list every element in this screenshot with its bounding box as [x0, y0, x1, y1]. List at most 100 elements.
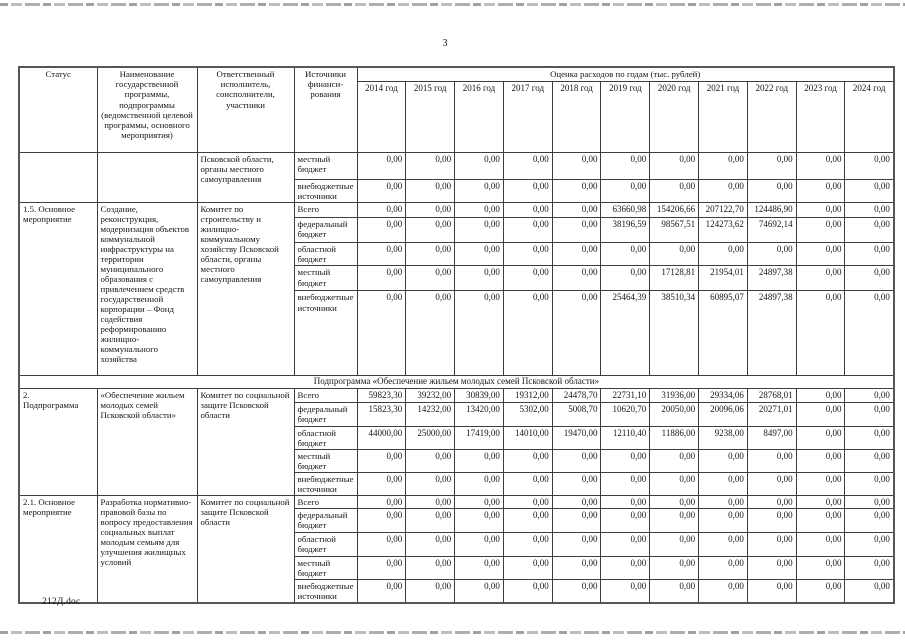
funding-source-cell: местный бюджет: [293, 555, 358, 580]
value-cell: 0,00: [649, 508, 700, 534]
value-cell: 0,00: [502, 508, 553, 534]
status-cell: 1.5. Основное мероприятие: [18, 202, 98, 377]
col-header-year: 2024 год: [844, 81, 895, 153]
value-cell: 0,00: [551, 265, 602, 292]
status-cell: [18, 151, 98, 204]
value-cell: 0,00: [502, 265, 553, 292]
value-cell: 0,00: [356, 508, 407, 534]
value-cell: 0,00: [600, 178, 651, 204]
value-cell: 0,00: [356, 495, 407, 510]
value-cell: 0,00: [356, 290, 407, 377]
value-cell: 0,00: [649, 555, 700, 580]
program-name-cell: Разработка нормативно-правовой базы по в…: [96, 495, 198, 604]
status-cell: 2.1. Основное мероприятие: [18, 495, 98, 604]
table-row: внебюджетные источники 0,00 0,00 0,00 0,00 0,…: [19, 471, 895, 497]
value-cell: 0,00: [698, 508, 748, 534]
funding-source-cell: внебюджетные источники: [293, 290, 358, 377]
value-cell: 0,00: [795, 202, 846, 219]
value-cell: 0,00: [649, 495, 700, 510]
value-cell: 28768,01: [746, 388, 797, 403]
table-row: внебюджетные источники 0,00 0,00 0,00 0,00 0,…: [19, 290, 895, 377]
value-cell: 0,00: [502, 532, 553, 557]
value-cell: 8497,00: [746, 425, 797, 450]
value-cell: 0,00: [844, 555, 895, 580]
value-cell: 0,00: [356, 242, 407, 267]
value-cell: 22731,10: [600, 388, 651, 403]
value-cell: 30839,00: [454, 388, 504, 403]
col-header-year: 2019 год: [600, 81, 651, 153]
program-name-cell: «Обеспечение жильем молодых семей Псковс…: [96, 388, 198, 497]
value-cell: 0,00: [551, 532, 602, 557]
value-cell: 0,00: [454, 532, 504, 557]
value-cell: 20050,00: [649, 401, 700, 427]
value-cell: 0,00: [356, 555, 407, 580]
value-cell: 0,00: [746, 178, 797, 204]
value-cell: 0,00: [356, 152, 407, 180]
value-cell: 0,00: [551, 202, 602, 219]
value-cell: 0,00: [405, 532, 456, 557]
value-cell: 0,00: [356, 448, 407, 473]
value-cell: 39232,00: [405, 388, 456, 403]
value-cell: 0,00: [405, 555, 456, 580]
program-name-cell: [96, 151, 198, 204]
value-cell: 0,00: [502, 290, 553, 377]
value-cell: 0,00: [454, 495, 504, 510]
value-cell: 0,00: [746, 532, 797, 557]
value-cell: 0,00: [454, 508, 504, 534]
value-cell: 0,00: [600, 471, 651, 497]
executor-cell: Комитет по социальной защите Псковской о…: [196, 388, 295, 497]
value-cell: 0,00: [649, 532, 700, 557]
table-row: 1.5. Основное мероприятие Создание, рекон…: [18, 202, 895, 377]
value-cell: 0,00: [600, 508, 651, 534]
table-row: федеральный бюджет 0,00 0,00 0,00 0,00 0,00 0,…: [19, 508, 895, 534]
value-cell: 0,00: [649, 242, 700, 267]
value-cell: 0,00: [454, 448, 504, 473]
col-header-funding-source: Источники финанси- рования: [293, 66, 358, 153]
value-cell: 0,00: [356, 178, 407, 204]
value-cell: 0,00: [356, 532, 407, 557]
value-cell: 0,00: [649, 448, 700, 473]
value-cell: 0,00: [405, 495, 456, 510]
value-cell: 98567,51: [649, 217, 700, 244]
value-cell: 0,00: [405, 152, 456, 180]
value-cell: 0,00: [746, 448, 797, 473]
value-cell: 38196,59: [600, 217, 651, 244]
table-row: местный бюджет 0,00 0,00 0,00 0,00 0,00 0,00 0,…: [19, 448, 895, 473]
value-cell: 0,00: [356, 578, 407, 604]
value-cell: 0,00: [454, 578, 504, 604]
subprogram-subtitle-row: Подпрограмма «Обеспечение жильем молодых…: [18, 375, 895, 390]
value-cell: 0,00: [551, 152, 602, 180]
executor-cell: Комитет по социальной защите Псковской о…: [196, 495, 295, 604]
value-cell: 0,00: [746, 555, 797, 580]
value-cell: 0,00: [795, 217, 846, 244]
funding-source-cell: внебюджетные источники: [293, 578, 358, 604]
value-cell: 0,00: [795, 495, 846, 510]
value-cell: 0,00: [698, 178, 748, 204]
value-cell: 24478,70: [551, 388, 602, 403]
value-cell: 0,00: [795, 242, 846, 267]
value-cell: 10620,70: [600, 401, 651, 427]
value-cell: 0,00: [698, 495, 748, 510]
funding-source-cell: федеральный бюджет: [293, 217, 358, 244]
funding-source-cell: местный бюджет: [293, 265, 358, 292]
table-row: 2.1. Основное мероприятие Разработка норм…: [18, 495, 895, 604]
value-cell: 0,00: [405, 290, 456, 377]
value-cell: 0,00: [454, 178, 504, 204]
value-cell: 0,00: [844, 388, 895, 403]
value-cell: 0,00: [698, 152, 748, 180]
value-cell: 0,00: [600, 555, 651, 580]
value-cell: 25464,39: [600, 290, 651, 377]
value-cell: 11886,00: [649, 425, 700, 450]
value-cell: 0,00: [502, 242, 553, 267]
value-cell: 0,00: [551, 448, 602, 473]
value-cell: 0,00: [356, 202, 407, 219]
col-header-year: 2018 год: [551, 81, 602, 153]
value-cell: 0,00: [844, 448, 895, 473]
value-cell: 207122,70: [698, 202, 748, 219]
funding-source-cell: местный бюджет: [293, 448, 358, 473]
executor-cell: Псковской области, органы местного самоу…: [196, 151, 295, 204]
value-cell: 0,00: [698, 242, 748, 267]
col-header-program-name: Наименование государственной программы, …: [96, 66, 198, 153]
funding-source-cell: областной бюджет: [293, 425, 358, 450]
value-cell: 0,00: [795, 425, 846, 450]
